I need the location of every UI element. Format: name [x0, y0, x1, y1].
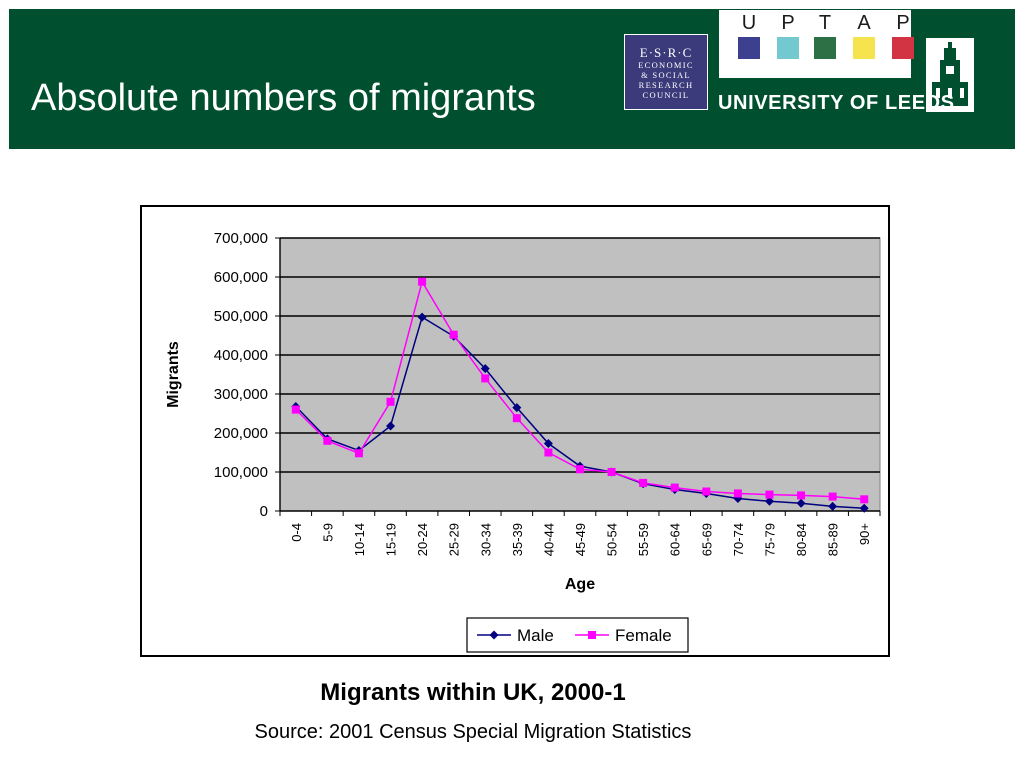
x-tick-label: 0-4	[289, 523, 304, 542]
data-point	[639, 478, 648, 487]
y-tick-label: 0	[260, 503, 268, 520]
chart-frame: 0 100,000 200,000 300,000 400,000 500,000 600,…	[140, 205, 890, 657]
x-tick-label: 15-19	[384, 523, 399, 556]
data-point	[512, 403, 522, 413]
data-point	[828, 492, 837, 501]
data-point	[576, 465, 584, 474]
y-tick-label: 600,000	[214, 269, 268, 286]
data-point	[481, 374, 490, 383]
uptap-letter: A	[857, 12, 871, 34]
uptap-cell: A	[852, 12, 876, 59]
data-point	[702, 487, 711, 496]
y-tick-label: 300,000	[214, 386, 268, 403]
uptap-letter: P	[781, 12, 795, 34]
chart-source: Source: 2001 Census Special Migration St…	[254, 721, 692, 743]
uptap-letter: P	[896, 12, 910, 34]
esrc-line-2: & SOCIAL	[641, 69, 691, 80]
data-point	[765, 490, 774, 499]
data-point	[386, 397, 395, 406]
data-point	[449, 330, 458, 339]
uptap-logo: U P T A P	[719, 10, 914, 78]
x-tick-label: 20-24	[415, 523, 430, 556]
x-tick-label: 25-29	[447, 523, 462, 556]
uptap-letter: U	[741, 12, 757, 34]
data-point	[764, 496, 774, 506]
uptap-color-square	[814, 37, 836, 59]
y-tick-label: 200,000	[214, 425, 268, 442]
university-of-leeds-logo: UNIVERSITY OF LEEDS	[718, 92, 955, 114]
data-point	[544, 448, 553, 457]
legend-label: Male	[517, 626, 554, 645]
x-tick-label: 80-84	[794, 523, 809, 556]
data-point	[670, 483, 679, 492]
y-tick-label: 500,000	[214, 308, 268, 325]
data-point	[860, 495, 869, 504]
data-point	[386, 421, 396, 431]
leeds-crest-icon	[926, 38, 974, 112]
uptap-cell: P	[891, 12, 915, 59]
data-point	[417, 312, 427, 322]
x-tick-label: 45-49	[573, 523, 588, 556]
x-tick-label: 85-89	[826, 523, 841, 556]
x-tick-label: 75-79	[762, 523, 777, 556]
data-point	[588, 631, 596, 639]
x-tick-label: 60-64	[668, 523, 683, 556]
legend-item-female: Female	[575, 626, 672, 645]
esrc-line-4: COUNCIL	[642, 89, 690, 100]
legend: Male Female	[466, 617, 689, 653]
legend-label: Female	[615, 626, 672, 645]
data-point	[489, 630, 499, 640]
x-tick-label: 10-14	[352, 523, 367, 556]
y-tick-label: 100,000	[214, 464, 268, 481]
data-point	[797, 491, 806, 500]
esrc-line-1: ECONOMIC	[638, 59, 694, 70]
chart-caption: Migrants within UK, 2000-1	[320, 679, 626, 706]
x-tick-label: 35-39	[510, 523, 525, 556]
migrants-age-line-chart: 0 100,000 200,000 300,000 400,000 500,000 600,…	[165, 230, 881, 653]
uptap-cell: P	[776, 12, 800, 59]
data-point	[733, 489, 742, 498]
legend-item-male: Male	[477, 626, 554, 645]
uptap-color-square	[853, 37, 875, 59]
y-axis-label: Migrants	[165, 341, 182, 408]
x-tick-label: 5-9	[320, 523, 335, 542]
data-point	[512, 414, 521, 423]
y-tick-label: 400,000	[214, 347, 268, 364]
esrc-line-3: RESEARCH	[638, 79, 694, 90]
slide-title: Absolute numbers of migrants	[31, 77, 536, 119]
uptap-color-square	[777, 37, 799, 59]
x-tick-label: 70-74	[731, 523, 746, 556]
x-tick-label: 90+	[857, 523, 872, 545]
uptap-letter: T	[818, 12, 832, 34]
x-tick-label: 65-69	[699, 523, 714, 556]
x-tick-label: 30-34	[478, 523, 493, 556]
x-tick-label: 40-44	[541, 523, 556, 556]
data-point	[480, 364, 490, 374]
data-point	[796, 498, 806, 508]
x-tick-label: 55-59	[636, 523, 651, 556]
uptap-cell: U	[737, 12, 761, 59]
uptap-cell: T	[813, 12, 837, 59]
uptap-color-square	[738, 37, 760, 59]
data-point	[354, 449, 363, 458]
esrc-logo: E·S·R·C ECONOMIC & SOCIAL RESEARCH COUNC…	[624, 34, 708, 110]
data-point	[828, 501, 838, 511]
x-tick-label: 50-54	[605, 523, 620, 556]
data-point	[543, 439, 553, 449]
data-point	[323, 436, 332, 445]
data-point	[418, 277, 427, 286]
esrc-acronym: E·S·R·C	[639, 44, 693, 60]
data-point	[607, 468, 616, 476]
x-axis-label: Age	[565, 576, 595, 593]
series-female	[291, 277, 869, 504]
data-point	[859, 503, 869, 513]
y-tick-label: 700,000	[214, 230, 268, 247]
uptap-color-square	[892, 37, 914, 59]
data-point	[291, 405, 300, 414]
